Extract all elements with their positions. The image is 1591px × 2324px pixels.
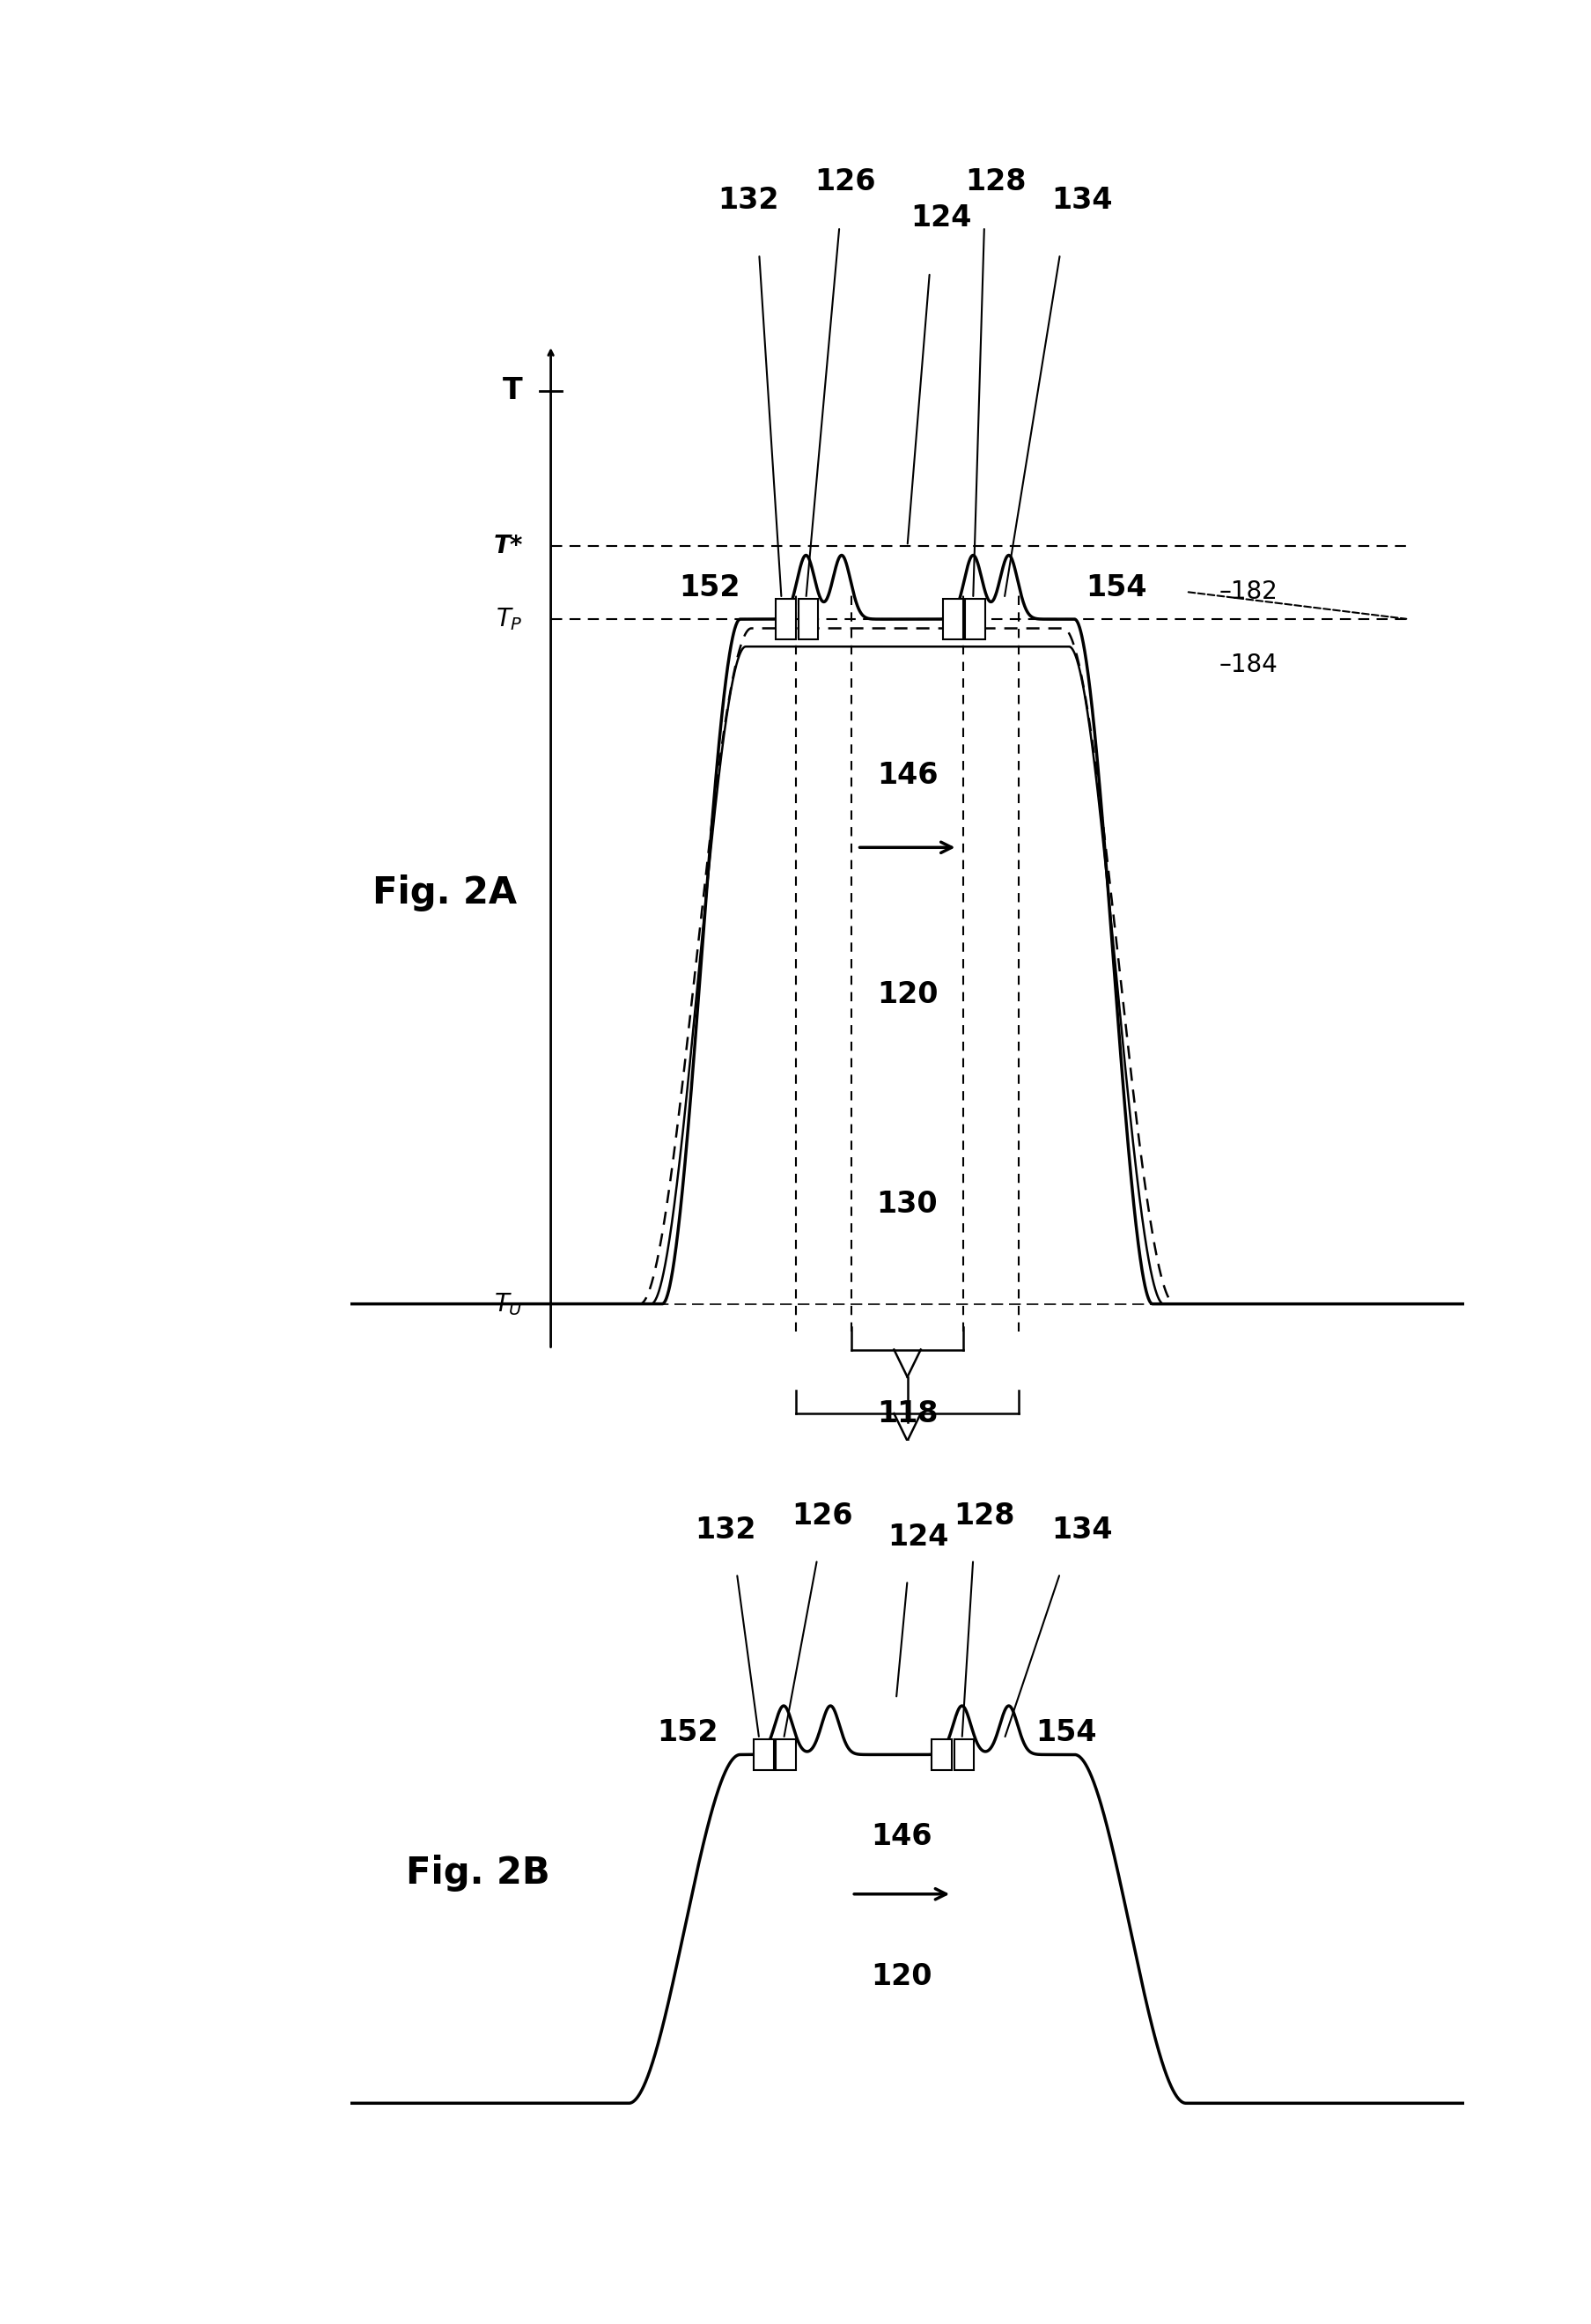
Text: 130: 130: [877, 1190, 937, 1218]
Bar: [753, 1738, 773, 1771]
Text: 132: 132: [695, 1515, 756, 1545]
Text: 120: 120: [877, 981, 937, 1009]
Text: 118: 118: [877, 1399, 937, 1429]
Bar: [953, 1738, 974, 1771]
Text: $T_P$: $T_P$: [496, 607, 522, 632]
Text: –182: –182: [1219, 579, 1278, 604]
Text: 126: 126: [815, 167, 875, 195]
Bar: [942, 600, 963, 639]
Text: 154: 154: [1034, 1717, 1096, 1748]
Text: 146: 146: [877, 760, 937, 790]
Bar: [797, 600, 818, 639]
Text: T*: T*: [493, 535, 522, 558]
Text: 134: 134: [1052, 1515, 1112, 1545]
Text: 134: 134: [1052, 186, 1112, 214]
Text: 154: 154: [1085, 574, 1146, 602]
Bar: [775, 1738, 796, 1771]
Text: 120: 120: [870, 1961, 932, 1992]
Text: 124: 124: [910, 205, 971, 232]
Bar: [964, 600, 985, 639]
Text: –184: –184: [1219, 653, 1278, 676]
Bar: [775, 600, 796, 639]
Text: 152: 152: [679, 574, 740, 602]
Text: Fig. 2A: Fig. 2A: [372, 874, 517, 911]
Text: T: T: [503, 376, 522, 404]
Text: $T_U$: $T_U$: [493, 1290, 522, 1318]
Text: 126: 126: [792, 1501, 853, 1532]
Text: 146: 146: [870, 1822, 932, 1852]
Text: 128: 128: [953, 1501, 1015, 1532]
Text: Fig. 2B: Fig. 2B: [406, 1855, 550, 1892]
Text: 132: 132: [718, 186, 778, 214]
Text: 128: 128: [964, 167, 1026, 195]
Text: 152: 152: [657, 1717, 718, 1748]
Bar: [931, 1738, 951, 1771]
Text: 124: 124: [888, 1522, 948, 1552]
